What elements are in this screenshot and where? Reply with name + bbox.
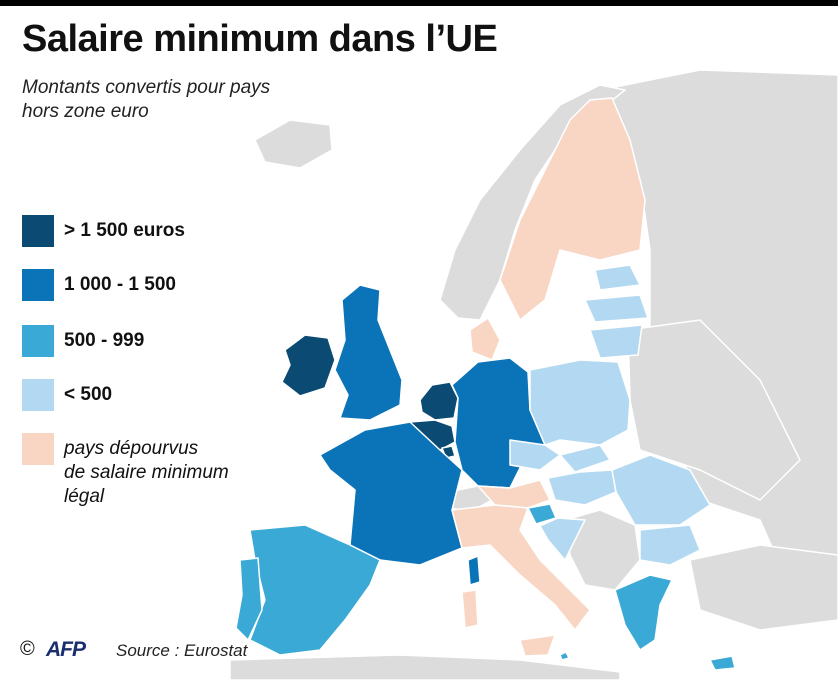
- slovenia: [527, 503, 557, 525]
- map-title: Salaire minimum dans l’UE: [22, 18, 498, 60]
- italy: [451, 504, 591, 631]
- sweden-finland: [499, 97, 646, 321]
- top-bar: [0, 0, 838, 6]
- poland: [529, 359, 631, 446]
- legend-label: 1 000 - 1 500: [64, 273, 176, 297]
- legend-label-line: de salaire minimum: [64, 462, 229, 483]
- portugal: [235, 557, 263, 641]
- bulgaria: [639, 524, 701, 566]
- lithuania: [589, 324, 643, 359]
- north-africa-land: [229, 654, 621, 680]
- legend-swatch: [22, 379, 54, 411]
- hungary: [547, 469, 617, 506]
- subtitle-line: hors zone euro: [22, 101, 149, 122]
- legend-label-line: légal: [64, 486, 105, 507]
- cyprus: [709, 655, 736, 671]
- sicily: [519, 634, 556, 657]
- malta: [559, 651, 570, 661]
- legend-label-line: pays dépourvus: [64, 438, 199, 459]
- balkans-non-eu-land: [564, 509, 641, 591]
- afp-logo: AFP: [46, 638, 86, 661]
- copyright-symbol: ©: [20, 638, 35, 660]
- legend-label: < 500: [64, 383, 112, 407]
- legend-label: pays dépourvus de salaire minimum légal: [64, 437, 229, 509]
- subtitle-line: Montants convertis pour pays: [22, 77, 271, 98]
- denmark: [469, 317, 501, 361]
- corsica: [467, 555, 481, 586]
- spain: [249, 524, 381, 656]
- belarus-ukraine-land: [627, 319, 801, 501]
- source-text: Source : Eurostat: [116, 641, 248, 660]
- greece: [614, 574, 673, 651]
- sardinia: [461, 589, 479, 629]
- latvia: [584, 294, 649, 323]
- slovakia: [559, 444, 611, 473]
- legend-label: 500 - 999: [64, 329, 144, 353]
- ireland: [281, 334, 336, 397]
- united-kingdom: [334, 284, 403, 421]
- legend-swatch: [22, 433, 54, 465]
- legend-swatch: [22, 215, 54, 247]
- czechia: [509, 439, 561, 471]
- legend-swatch: [22, 325, 54, 357]
- estonia: [594, 264, 641, 291]
- turkey-land: [689, 544, 838, 631]
- legend-label-line: 500 - 999: [64, 330, 145, 351]
- legend-label-line: 1 000 - 1 500: [64, 274, 176, 295]
- legend-swatch: [22, 269, 54, 301]
- iceland-land: [254, 119, 333, 169]
- map-subtitle: Montants convertis pour pays hors zone e…: [22, 76, 352, 124]
- romania: [611, 454, 711, 526]
- croatia: [539, 517, 586, 561]
- legend-label: > 1 500 euros: [64, 219, 185, 243]
- legend-label-line: < 500: [64, 384, 113, 405]
- legend-label-line: > 1 500 euros: [64, 220, 185, 241]
- netherlands: [419, 381, 459, 421]
